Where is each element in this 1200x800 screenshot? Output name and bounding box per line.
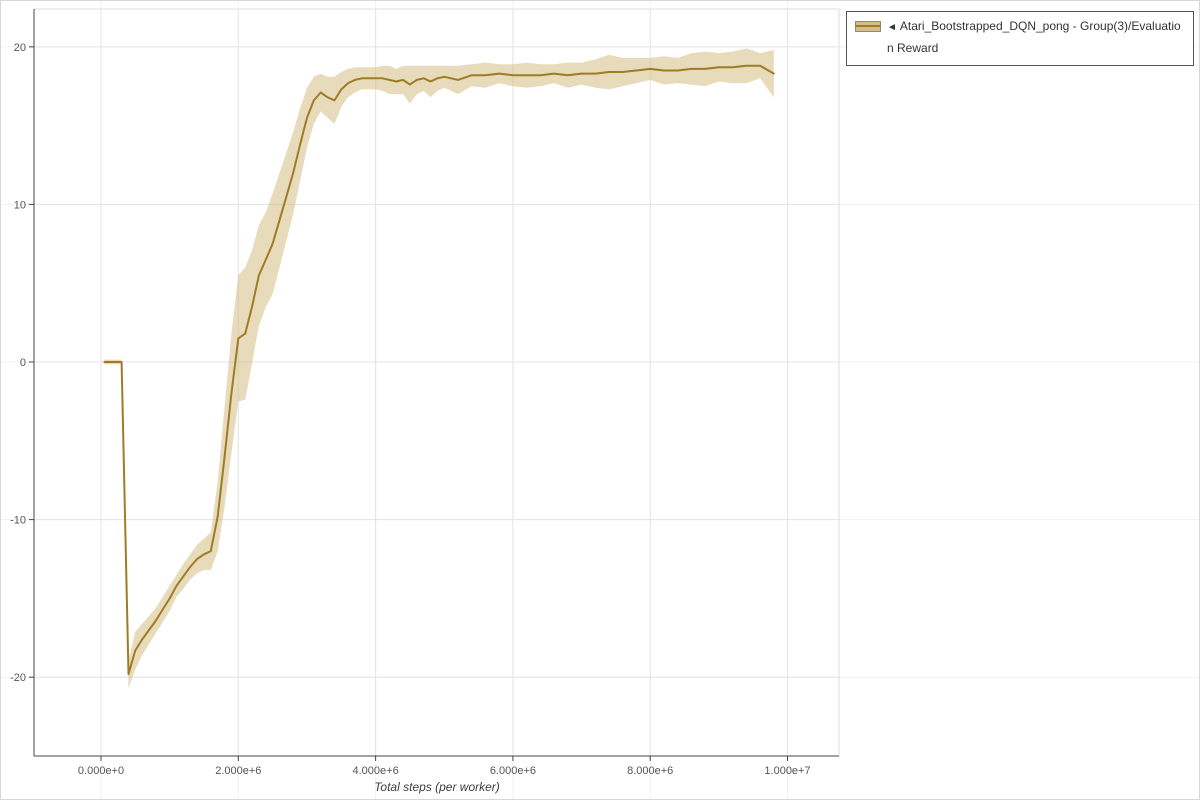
legend-label: ◄ Atari_Bootstrapped_DQN_pong - Group(3)/… xyxy=(887,16,1185,59)
svg-text:0.000e+0: 0.000e+0 xyxy=(78,765,124,777)
legend[interactable]: ◄ Atari_Bootstrapped_DQN_pong - Group(3)/… xyxy=(846,11,1194,66)
svg-text:20: 20 xyxy=(14,42,26,54)
svg-text:-20: -20 xyxy=(10,672,26,684)
x-axis-title: Total steps (per worker) xyxy=(374,780,500,794)
svg-text:6.000e+6: 6.000e+6 xyxy=(490,765,536,777)
legend-label-line2: n Reward xyxy=(887,41,939,55)
svg-text:4.000e+6: 4.000e+6 xyxy=(353,765,399,777)
svg-text:8.000e+6: 8.000e+6 xyxy=(627,765,673,777)
svg-text:1.000e+7: 1.000e+7 xyxy=(764,765,810,777)
svg-text:-10: -10 xyxy=(10,515,26,527)
legend-swatch-icon xyxy=(855,21,881,32)
legend-entry[interactable]: ◄ Atari_Bootstrapped_DQN_pong - Group(3)/… xyxy=(855,16,1185,59)
svg-text:2.000e+6: 2.000e+6 xyxy=(215,765,261,777)
svg-text:10: 10 xyxy=(14,199,26,211)
svg-text:0: 0 xyxy=(20,357,26,369)
legend-swatch-line-icon xyxy=(855,25,881,27)
legend-marker-icon: ◄ xyxy=(887,22,897,33)
legend-label-line1: Atari_Bootstrapped_DQN_pong - Group(3)/E… xyxy=(899,19,1181,33)
